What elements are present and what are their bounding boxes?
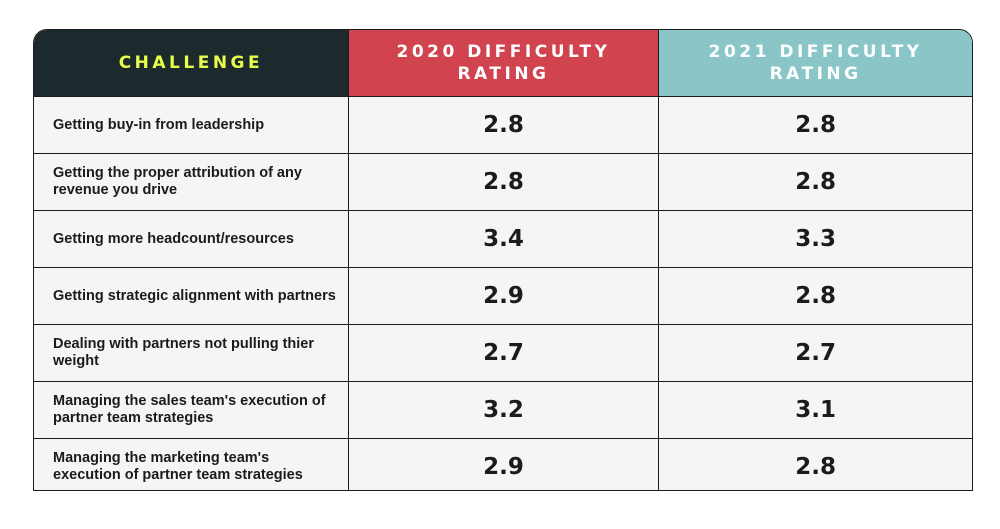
- rating-2020-cell: 2.7: [348, 324, 660, 382]
- challenge-cell: Managing the sales team's execution of p…: [34, 381, 349, 439]
- header-2020-rating: 2020 DIFFICULTY RATING: [348, 30, 660, 97]
- challenge-cell: Getting the proper attribution of any re…: [34, 153, 349, 211]
- rating-2020-cell: 3.4: [348, 210, 660, 268]
- challenge-cell: Getting strategic alignment with partner…: [34, 267, 349, 325]
- table-row: Managing the marketing team's execution …: [34, 438, 972, 490]
- rating-2020-cell: 2.9: [348, 267, 660, 325]
- rating-2021-cell: 2.7: [658, 324, 972, 382]
- rating-2021-cell: 3.1: [658, 381, 972, 439]
- table-row: Dealing with partners not pulling thier …: [34, 324, 972, 382]
- header-row: CHALLENGE 2020 DIFFICULTY RATING 2021 DI…: [34, 30, 972, 97]
- rating-2021-cell: 2.8: [658, 267, 972, 325]
- table-row: Managing the sales team's execution of p…: [34, 381, 972, 439]
- challenge-cell: Getting more headcount/resources: [34, 210, 349, 268]
- table-row: Getting buy-in from leadership 2.8 2.8: [34, 96, 972, 154]
- table-row: Getting more headcount/resources 3.4 3.3: [34, 210, 972, 268]
- rating-2020-cell: 2.8: [348, 96, 660, 154]
- difficulty-table-grid: CHALLENGE 2020 DIFFICULTY RATING 2021 DI…: [34, 30, 972, 490]
- difficulty-table: CHALLENGE 2020 DIFFICULTY RATING 2021 DI…: [33, 29, 973, 491]
- header-2021-rating: 2021 DIFFICULTY RATING: [658, 30, 972, 97]
- rating-2021-cell: 3.3: [658, 210, 972, 268]
- rating-2021-cell: 2.8: [658, 96, 972, 154]
- rating-2021-cell: 2.8: [658, 438, 972, 490]
- table-row: Getting the proper attribution of any re…: [34, 153, 972, 211]
- table-row: Getting strategic alignment with partner…: [34, 267, 972, 325]
- challenge-cell: Getting buy-in from leadership: [34, 96, 349, 154]
- header-challenge: CHALLENGE: [34, 30, 349, 97]
- rating-2020-cell: 2.8: [348, 153, 660, 211]
- rating-2020-cell: 3.2: [348, 381, 660, 439]
- challenge-cell: Managing the marketing team's execution …: [34, 438, 349, 490]
- rating-2021-cell: 2.8: [658, 153, 972, 211]
- rating-2020-cell: 2.9: [348, 438, 660, 490]
- challenge-cell: Dealing with partners not pulling thier …: [34, 324, 349, 382]
